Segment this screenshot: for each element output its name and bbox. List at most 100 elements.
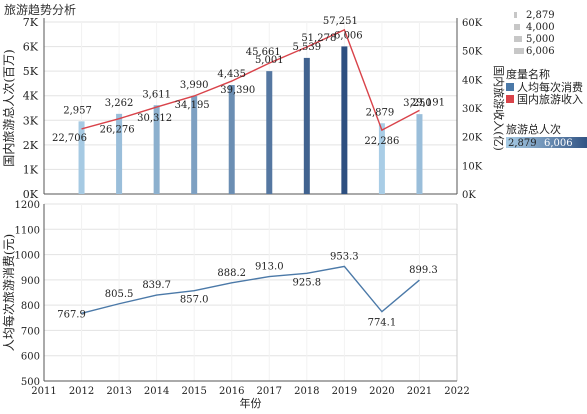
top-left-tick-label: 0K (23, 188, 39, 201)
bar-data-label: 2,957 (63, 105, 92, 116)
color-legend-max: 6,006 (544, 138, 573, 149)
bottom-tick-label: 800 (21, 301, 40, 312)
revenue-data-label: 34,195 (175, 100, 210, 111)
x-tick-label: 2011 (31, 386, 56, 397)
top-left-tick-label: 1K (23, 163, 39, 176)
measure-legend-label: 人均每次消费 (517, 80, 583, 94)
size-legend-swatch (514, 12, 517, 18)
spending-data-label: 925.8 (292, 277, 321, 288)
visitor-bar (416, 114, 423, 194)
visitor-bar (78, 121, 85, 194)
top-right-tick-label: 60K (462, 18, 483, 29)
spending-data-label: 857.0 (180, 295, 209, 306)
bar-data-label: 4,435 (217, 69, 246, 80)
revenue-data-label: 30,312 (137, 113, 172, 124)
measure-legend-label: 国内旅游收入 (517, 92, 583, 106)
x-tick-label: 2016 (219, 386, 244, 397)
bar-data-label: 5,001 (255, 55, 284, 66)
visitor-bar (266, 71, 273, 194)
revenue-data-label: 39,390 (220, 85, 255, 96)
bottom-tick-label: 1200 (15, 200, 40, 211)
bar-data-label: 3,611 (142, 89, 171, 100)
x-tick-label: 2021 (407, 386, 432, 397)
x-tick-label: 2014 (144, 386, 169, 397)
color-legend-gradient (506, 137, 587, 148)
top-right-axis-title: 国内旅游收入(亿) (492, 65, 506, 151)
bar-data-label: 6,006 (334, 30, 363, 41)
visitor-bar (378, 123, 385, 194)
top-left-tick-label: 4K (23, 90, 39, 103)
visitor-bar (228, 85, 235, 194)
spending-data-label: 767.9 (57, 309, 86, 320)
revenue-data-label: 29,191 (410, 97, 445, 108)
spending-line (81, 265, 420, 314)
bar-data-label: 3,990 (180, 80, 209, 91)
spending-data-label: 953.3 (330, 251, 359, 262)
bar-data-label: 2,879 (366, 107, 395, 118)
visitor-bar (153, 105, 160, 194)
top-right-tick-label: 10K (462, 161, 483, 172)
visitor-bar (341, 46, 348, 195)
size-legend-swatch (514, 48, 524, 54)
top-right-tick-label: 0K (462, 190, 476, 201)
spending-data-label: 774.1 (368, 318, 397, 329)
bar-data-label: 3,262 (105, 98, 134, 109)
top-left-tick-label: 5K (23, 65, 39, 78)
spending-data-label: 913.0 (255, 262, 284, 273)
size-legend-label: 6,006 (526, 46, 555, 57)
revenue-data-label: 22,286 (364, 136, 399, 147)
x-tick-label: 2017 (257, 386, 282, 397)
visitor-bar (303, 57, 310, 194)
revenue-data-label: 26,276 (100, 125, 135, 136)
x-tick-label: 2015 (181, 386, 206, 397)
bottom-tick-label: 900 (21, 276, 40, 287)
revenue-line (81, 28, 420, 132)
top-left-tick-label: 3K (23, 114, 39, 127)
size-legend-label: 2,879 (526, 10, 555, 21)
measure-legend-title: 度量名称 (506, 67, 550, 81)
top-right-tick-label: 20K (462, 133, 483, 144)
x-tick-label: 2018 (294, 386, 319, 397)
spending-data-label: 805.5 (105, 289, 134, 300)
color-legend-title: 旅游总人次 (506, 122, 561, 136)
top-right-tick-label: 50K (462, 47, 483, 58)
x-tick-label: 2012 (69, 386, 94, 397)
spending-data-label: 839.7 (142, 280, 171, 291)
spending-data-label: 888.2 (217, 268, 246, 279)
size-legend-swatch (514, 36, 522, 42)
bottom-tick-label: 600 (21, 352, 40, 363)
visitor-bar (191, 95, 198, 194)
size-legend-label: 5,000 (526, 34, 555, 45)
measure-legend-swatch (506, 95, 514, 103)
x-tick-label: 2013 (106, 386, 131, 397)
top-left-tick-label: 2K (23, 139, 39, 152)
x-axis-title: 年份 (240, 396, 262, 410)
revenue-data-label: 51,278 (301, 33, 336, 44)
measure-legend-swatch (506, 83, 514, 91)
bottom-tick-label: 1100 (15, 225, 40, 236)
x-tick-label: 2020 (369, 386, 394, 397)
x-tick-label: 2019 (332, 386, 357, 397)
top-right-tick-label: 30K (462, 104, 483, 115)
revenue-data-label: 22,706 (52, 133, 87, 144)
top-left-axis-title: 国内旅游总人次(百万) (2, 49, 16, 166)
bottom-axis-title: 人均每次旅游消费(元) (1, 234, 16, 351)
x-tick-label: 2022 (444, 386, 469, 397)
bar-data-label: 3,250 (403, 98, 432, 109)
spending-data-label: 899.3 (409, 265, 438, 276)
page-title: 旅游趋势分析 (4, 3, 77, 17)
revenue-data-label: 45,661 (246, 47, 281, 58)
bottom-tick-label: 700 (21, 326, 40, 337)
bar-data-label: 5,539 (292, 42, 321, 53)
bottom-tick-label: 500 (21, 377, 40, 388)
size-legend-swatch (514, 24, 520, 30)
revenue-data-label: 57,251 (323, 16, 358, 27)
visitor-bar (116, 113, 123, 194)
bottom-tick-label: 1000 (15, 251, 40, 262)
top-left-tick-label: 7K (23, 16, 39, 29)
color-legend-min: 2,879 (508, 138, 537, 149)
top-left-tick-label: 6K (23, 41, 39, 54)
top-right-tick-label: 40K (462, 75, 483, 86)
size-legend-label: 4,000 (526, 22, 555, 33)
